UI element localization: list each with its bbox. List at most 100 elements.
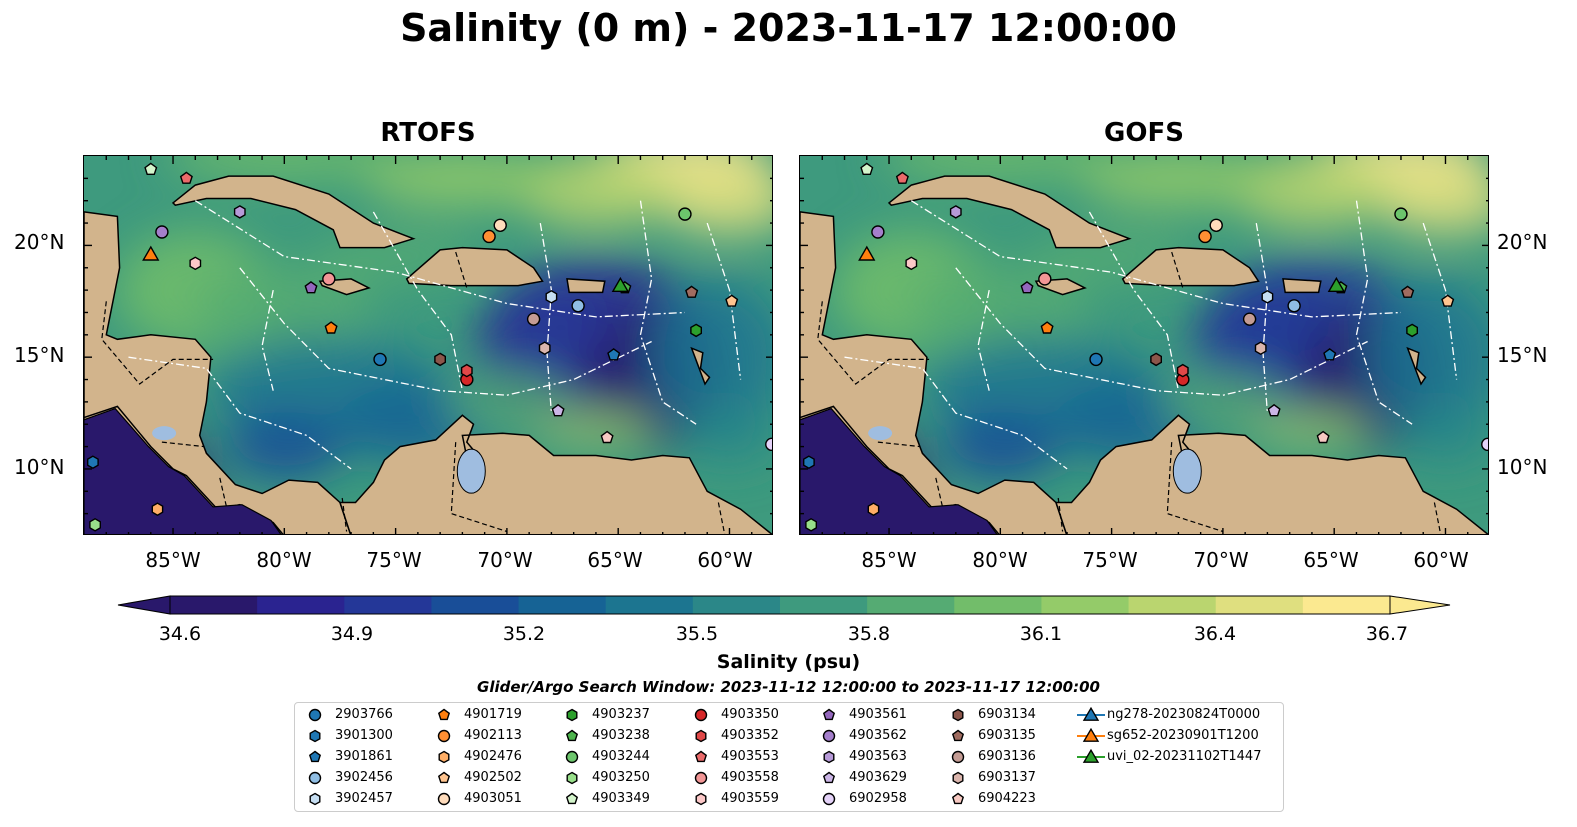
country-border [101,301,214,385]
legend-label: ng278-20230824T0000 [1107,707,1261,722]
observation-marker [871,225,885,239]
legend-marker-icon [695,729,707,743]
legend-marker-icon [438,750,450,764]
lat-label-right-15n: 15°N [1497,343,1548,367]
legend-label: 4903629 [849,770,907,785]
legend-marker [694,750,708,763]
country-border [935,477,944,508]
legend-label: 2903766 [335,707,393,722]
observation-marker [867,502,880,517]
colorbar-segment [954,596,1042,614]
colorbar-segment [605,596,694,614]
observation-marker [322,272,336,286]
legend-marker [695,729,707,743]
observation-marker [1198,229,1212,244]
colorbar-tick: 36.7 [1365,623,1409,645]
legend-marker-icon [823,750,835,764]
observation-marker [233,205,246,219]
legend-label: 6903137 [978,770,1036,785]
observation-marker [1254,341,1267,356]
country-border [1057,497,1064,532]
legend-label: 4903562 [849,728,907,743]
observation-marker [690,323,702,338]
legend-marker [309,792,321,806]
figure-title: Salinity (0 m) - 2023-11-17 12:00:00 [400,6,1177,50]
observation-marker [304,281,318,294]
legend-marker-icon [309,792,321,806]
map-panel-gofs [799,155,1489,535]
panel-title-rtofs: RTOFS [380,118,476,148]
legend-marker [951,792,965,805]
legend-marker [1082,707,1100,721]
legend-marker [437,771,451,784]
colorbar-segment [867,596,955,614]
legend-marker-icon [951,729,965,742]
lon-label-left-60w: 60°W [697,548,753,572]
lake-maracaibo [1172,448,1202,494]
observation-marker [551,403,565,417]
eez-boundary [910,200,1402,318]
legend-label: 4903352 [721,728,779,743]
legend-label: 3901861 [335,749,393,764]
lon-label-right-85w: 85°W [861,548,917,572]
observation-marker [545,289,558,304]
legend-marker [437,708,451,721]
lon-label-right-80w: 80°W [972,548,1028,572]
legend-label: 4903350 [721,707,779,722]
legend-label: 6902958 [849,791,907,806]
legend-marker [694,708,708,722]
observation-marker [949,205,962,219]
eez-boundary [706,222,742,380]
legend-label: 4901719 [464,707,522,722]
legend-label: 3902456 [335,770,393,785]
legend-marker-icon [952,771,964,785]
legend: 2903766 3901300 3901861 3902456 3902457 49017… [294,702,1284,812]
legend-label: 4903250 [592,770,650,785]
legend-marker-icon [437,729,451,743]
legend-marker [437,729,451,743]
country-border [877,441,921,448]
colorbar-segment [1302,596,1391,614]
legend-marker-icon [308,750,322,763]
legend-marker-icon [1077,728,1105,742]
lat-label-right-10n: 10°N [1497,455,1548,479]
legend-marker-icon [565,792,579,805]
search-window-text: Glider/Argo Search Window: 2023-11-12 12… [477,678,1100,696]
lat-label-left-10n: 10°N [14,455,65,479]
observation-marker [1242,312,1257,326]
lat-label-right-20n: 20°N [1497,230,1548,254]
legend-marker-icon [822,729,836,743]
legend-marker [695,792,707,806]
legend-marker [951,750,965,764]
legend-marker [822,708,836,721]
legend-label: 6904223 [978,791,1036,806]
pacific-ocean [800,407,998,534]
observation-marker [1176,363,1189,378]
country-border [455,251,468,289]
legend-marker [952,708,964,722]
lon-label-right-75w: 75°W [1082,548,1138,572]
map-canvas [84,156,772,534]
observation-marker [87,455,99,470]
legend-marker [565,792,579,805]
panel-title-gofs: GOFS [1104,118,1184,148]
legend-marker [1082,749,1100,763]
legend-marker [565,750,579,764]
legend-marker-icon [308,771,322,785]
legend-marker-icon [951,750,965,764]
legend-marker-icon [566,708,578,722]
colorbar-tick: 35.2 [502,623,546,645]
observation-marker [1401,285,1415,298]
observation-marker [1481,437,1488,452]
observation-marker [324,321,338,334]
legend-marker [566,708,578,722]
legend-marker-icon [822,771,836,784]
observation-marker [1323,348,1337,361]
observation-marker [1261,289,1274,304]
observation-marker [805,517,817,532]
observation-marker [538,341,551,356]
colorbar-segment [431,596,520,614]
legend-marker [822,729,836,743]
lake-nicaragua [152,426,177,441]
observation-marker [526,312,541,326]
